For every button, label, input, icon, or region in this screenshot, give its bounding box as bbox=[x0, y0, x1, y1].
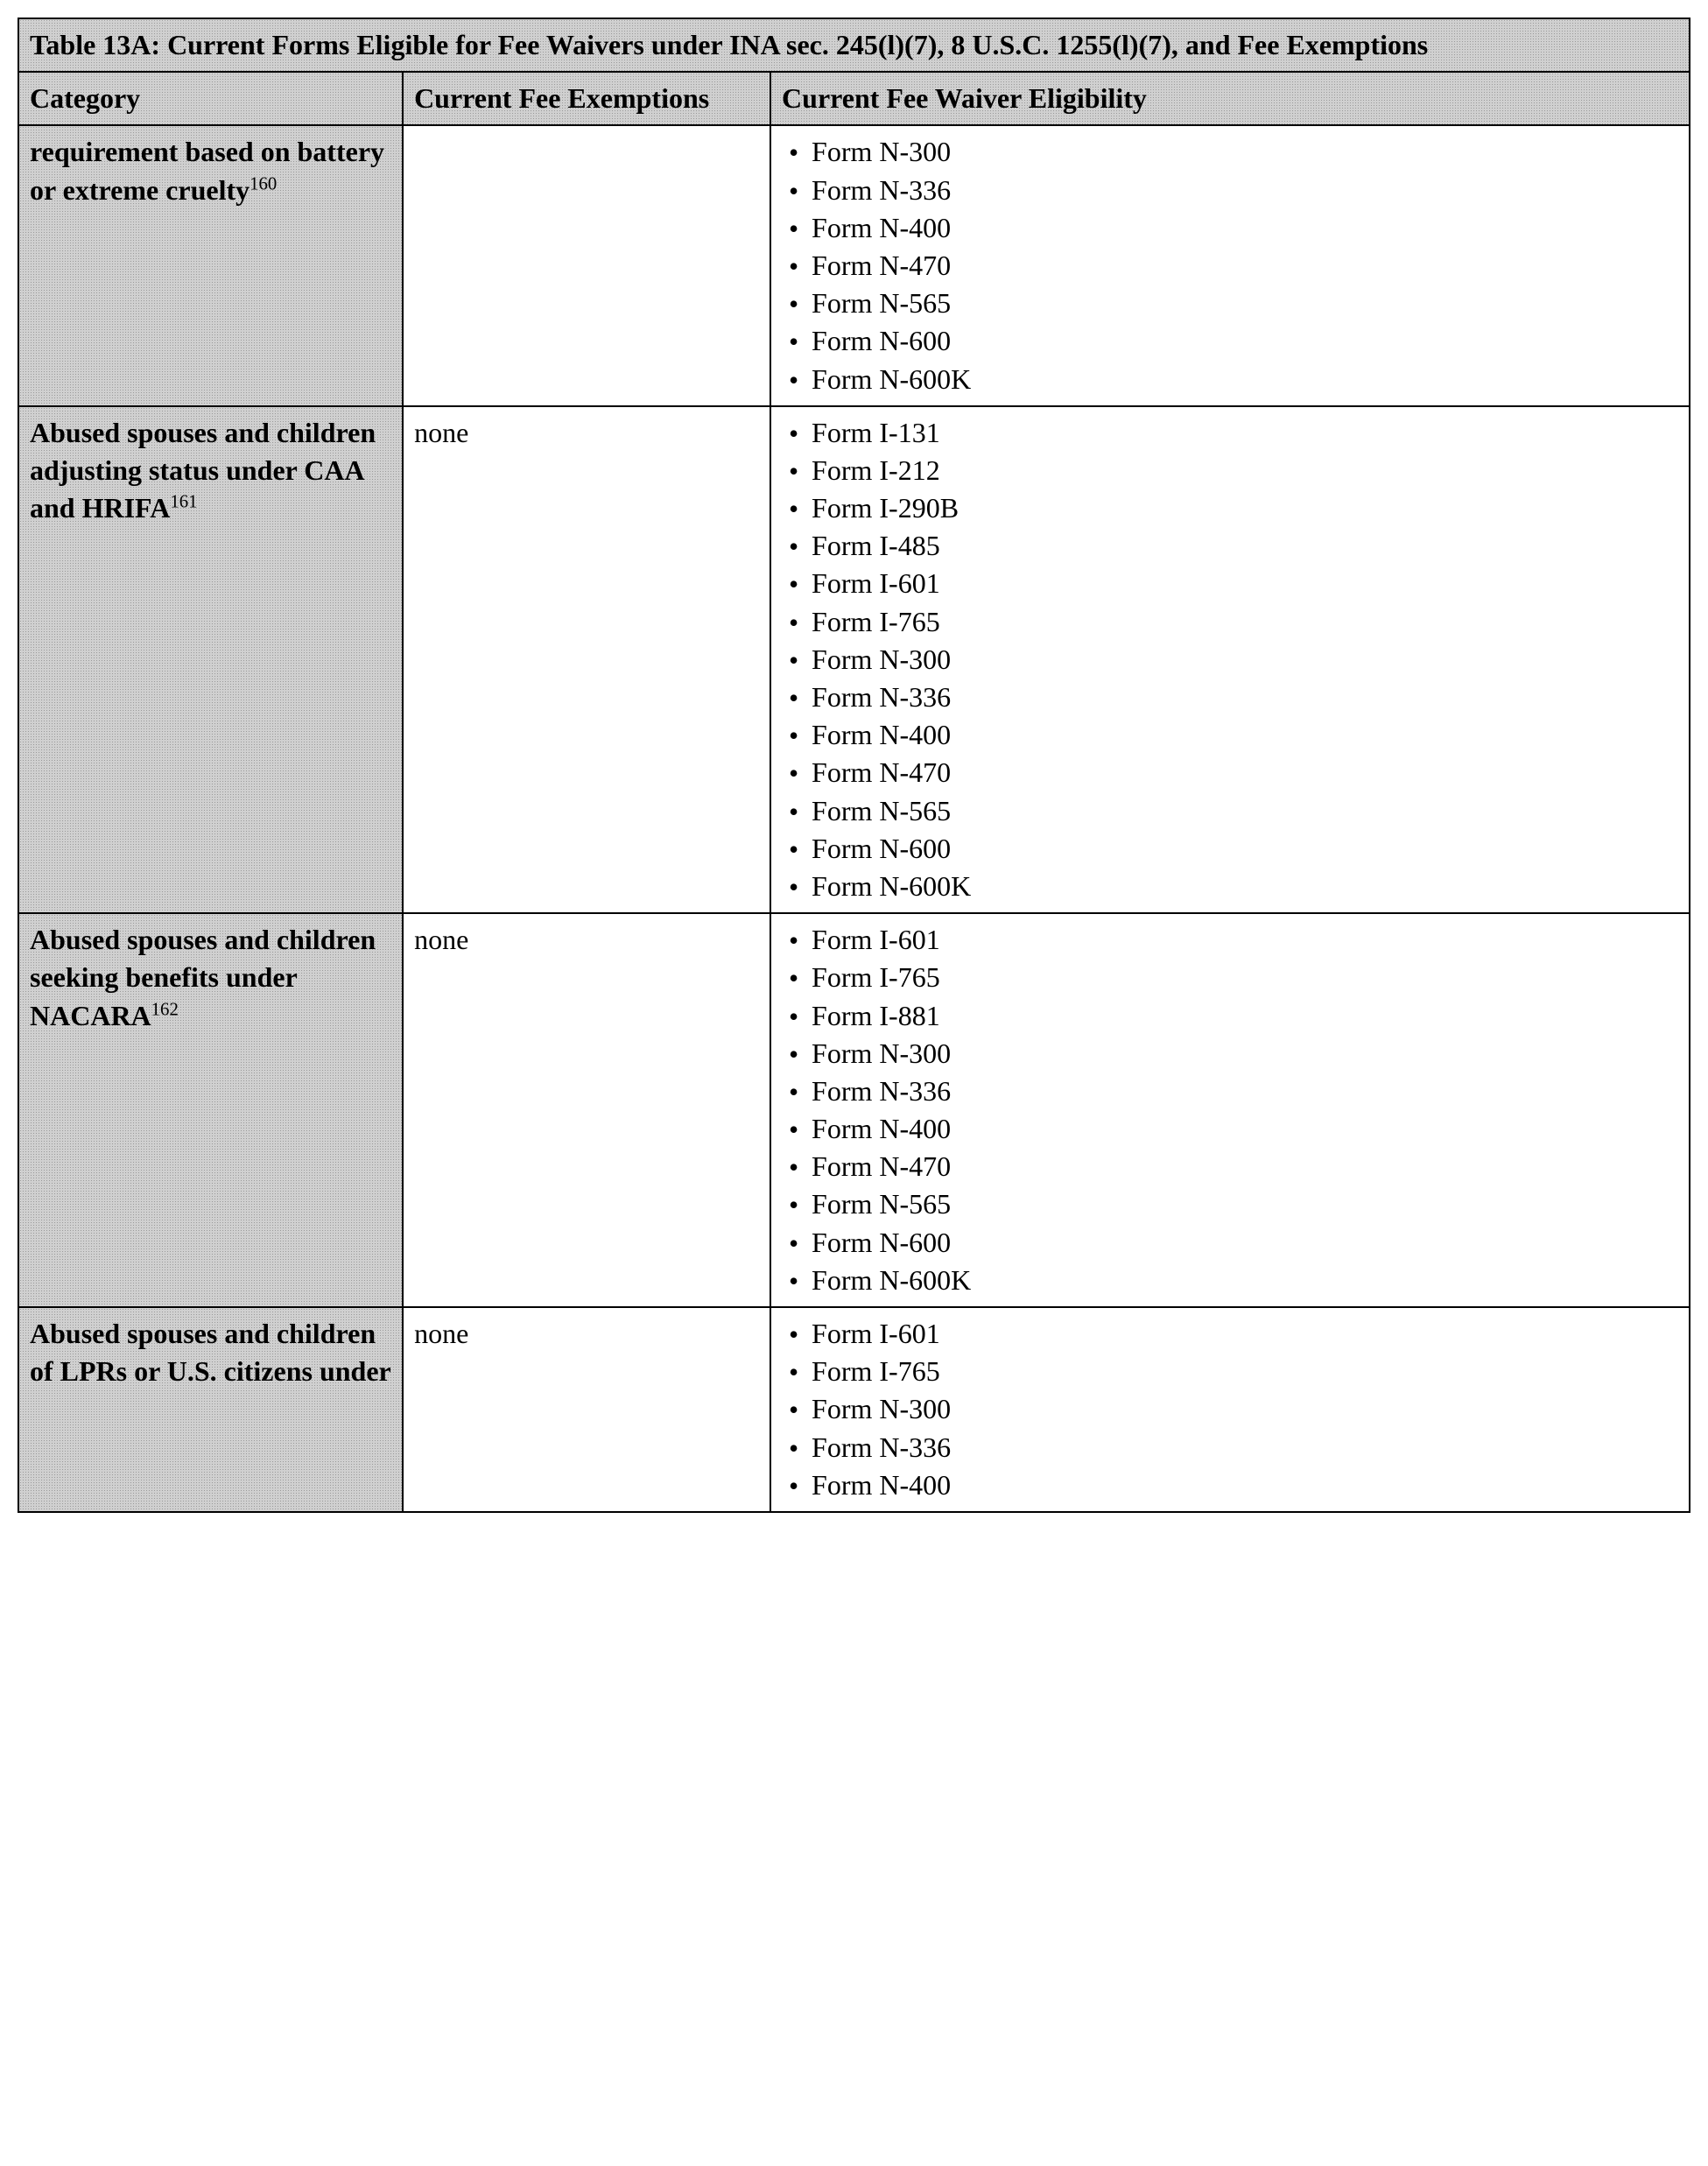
exemptions-cell: none bbox=[403, 1307, 770, 1512]
forms-list: Form I-601Form I-765Form I-881Form N-300… bbox=[782, 921, 1678, 1299]
footnote-ref: 161 bbox=[170, 491, 197, 511]
category-text: Abused spouses and children of LPRs or U… bbox=[30, 1318, 391, 1387]
list-item: Form I-485 bbox=[806, 527, 1678, 565]
list-item: Form N-600 bbox=[806, 1224, 1678, 1262]
list-item: Form N-336 bbox=[806, 172, 1678, 209]
forms-list: Form I-131Form I-212Form I-290BForm I-48… bbox=[782, 414, 1678, 905]
eligibility-cell: Form I-131Form I-212Form I-290BForm I-48… bbox=[770, 406, 1690, 913]
category-text: Abused spouses and children adjusting st… bbox=[30, 417, 376, 524]
eligibility-cell: Form I-601Form I-765Form I-881Form N-300… bbox=[770, 913, 1690, 1307]
list-item: Form N-300 bbox=[806, 1035, 1678, 1072]
list-item: Form I-765 bbox=[806, 1353, 1678, 1390]
footnote-ref: 162 bbox=[151, 999, 179, 1019]
list-item: Form N-300 bbox=[806, 641, 1678, 679]
list-item: Form I-881 bbox=[806, 997, 1678, 1035]
eligibility-cell: Form I-601Form I-765Form N-300Form N-336… bbox=[770, 1307, 1690, 1512]
header-eligibility: Current Fee Waiver Eligibility bbox=[770, 72, 1690, 125]
category-cell: requirement based on battery or extreme … bbox=[18, 125, 403, 405]
forms-list: Form N-300Form N-336Form N-400Form N-470… bbox=[782, 133, 1678, 397]
list-item: Form N-336 bbox=[806, 679, 1678, 716]
list-item: Form N-300 bbox=[806, 1390, 1678, 1428]
list-item: Form N-400 bbox=[806, 716, 1678, 754]
table-row: requirement based on battery or extreme … bbox=[18, 125, 1690, 405]
exemptions-cell: none bbox=[403, 406, 770, 913]
list-item: Form I-601 bbox=[806, 565, 1678, 602]
list-item: Form N-470 bbox=[806, 1148, 1678, 1185]
category-cell: Abused spouses and children seeking bene… bbox=[18, 913, 403, 1307]
list-item: Form N-600K bbox=[806, 1262, 1678, 1299]
list-item: Form I-765 bbox=[806, 959, 1678, 996]
list-item: Form I-765 bbox=[806, 603, 1678, 641]
list-item: Form N-600 bbox=[806, 830, 1678, 868]
category-text: requirement based on battery or extreme … bbox=[30, 136, 384, 205]
list-item: Form N-600 bbox=[806, 322, 1678, 360]
list-item: Form N-336 bbox=[806, 1072, 1678, 1110]
list-item: Form N-470 bbox=[806, 754, 1678, 791]
list-item: Form I-601 bbox=[806, 921, 1678, 959]
category-cell: Abused spouses and children of LPRs or U… bbox=[18, 1307, 403, 1512]
list-item: Form N-300 bbox=[806, 133, 1678, 171]
list-item: Form N-400 bbox=[806, 209, 1678, 247]
list-item: Form I-131 bbox=[806, 414, 1678, 452]
footnote-ref: 160 bbox=[250, 173, 277, 193]
list-item: Form N-565 bbox=[806, 1185, 1678, 1223]
forms-list: Form I-601Form I-765Form N-300Form N-336… bbox=[782, 1315, 1678, 1504]
list-item: Form N-470 bbox=[806, 247, 1678, 285]
list-item: Form N-565 bbox=[806, 285, 1678, 322]
table-row: Abused spouses and children of LPRs or U… bbox=[18, 1307, 1690, 1512]
list-item: Form N-400 bbox=[806, 1110, 1678, 1148]
list-item: Form N-400 bbox=[806, 1466, 1678, 1504]
list-item: Form I-290B bbox=[806, 489, 1678, 527]
table-row: Abused spouses and children seeking bene… bbox=[18, 913, 1690, 1307]
header-exemptions: Current Fee Exemptions bbox=[403, 72, 770, 125]
list-item: Form I-212 bbox=[806, 452, 1678, 489]
exemptions-cell bbox=[403, 125, 770, 405]
list-item: Form N-600K bbox=[806, 868, 1678, 905]
list-item: Form I-601 bbox=[806, 1315, 1678, 1353]
fee-waiver-table: Table 13A: Current Forms Eligible for Fe… bbox=[18, 18, 1690, 1513]
category-text: Abused spouses and children seeking bene… bbox=[30, 924, 376, 1030]
list-item: Form N-600K bbox=[806, 361, 1678, 398]
list-item: Form N-336 bbox=[806, 1429, 1678, 1466]
exemptions-cell: none bbox=[403, 913, 770, 1307]
table-title: Table 13A: Current Forms Eligible for Fe… bbox=[18, 18, 1690, 72]
eligibility-cell: Form N-300Form N-336Form N-400Form N-470… bbox=[770, 125, 1690, 405]
list-item: Form N-565 bbox=[806, 792, 1678, 830]
category-cell: Abused spouses and children adjusting st… bbox=[18, 406, 403, 913]
header-category: Category bbox=[18, 72, 403, 125]
table-row: Abused spouses and children adjusting st… bbox=[18, 406, 1690, 913]
